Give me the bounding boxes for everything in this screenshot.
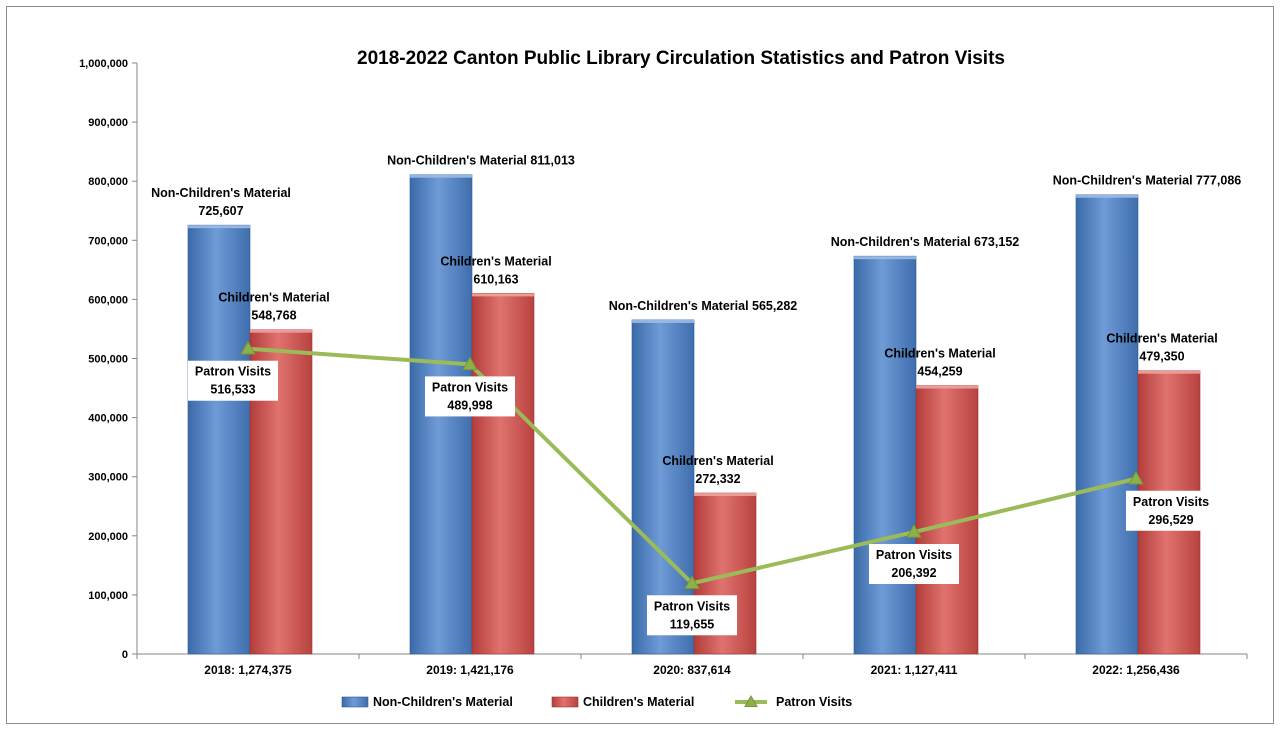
x-tick-label: 2021: 1,127,411 bbox=[871, 663, 958, 677]
childrens-data-label: 548,768 bbox=[251, 309, 296, 323]
childrens-bar-cap bbox=[472, 293, 534, 297]
non-childrens-bar-cap bbox=[188, 225, 250, 229]
patron-visits-marker bbox=[906, 524, 922, 538]
patron-visits-data-label: Patron Visits bbox=[1133, 495, 1209, 509]
childrens-data-label: 272,332 bbox=[695, 472, 740, 486]
non-childrens-bar-cap bbox=[632, 319, 694, 323]
chart-title: 2018-2022 Canton Public Library Circulat… bbox=[357, 48, 1005, 69]
childrens-bar-cap bbox=[1138, 370, 1200, 374]
y-tick-label: 100,000 bbox=[88, 590, 128, 602]
legend-swatch bbox=[551, 696, 579, 708]
childrens-bar bbox=[471, 293, 535, 655]
patron-visits-data-label: Patron Visits bbox=[654, 599, 730, 613]
childrens-data-label: Children's Material bbox=[884, 347, 995, 361]
data-labels: Non-Children's Material 725,607 Non-Childr… bbox=[151, 154, 1241, 636]
y-tick-label: 200,000 bbox=[88, 531, 128, 543]
y-tick-label: 500,000 bbox=[88, 354, 128, 366]
patron-visits-marker bbox=[462, 356, 478, 371]
patron-visits-data-label: 296,529 bbox=[1148, 513, 1193, 527]
childrens-data-label: Children's Material bbox=[662, 454, 773, 468]
patron-visits-data-label: 489,998 bbox=[447, 398, 492, 412]
x-tick-label: 2020: 837,614 bbox=[653, 663, 731, 677]
childrens-data-label: Children's Material bbox=[218, 291, 329, 305]
patron-visits-marker bbox=[1128, 470, 1144, 485]
patron-visits-data-label: 516,533 bbox=[210, 383, 255, 397]
non-childrens-bar bbox=[853, 255, 917, 655]
x-tick-label: 2019: 1,421,176 bbox=[426, 663, 514, 677]
childrens-data-label: 610,163 bbox=[473, 272, 518, 286]
y-tick-label: 300,000 bbox=[88, 472, 128, 484]
childrens-data-label: Children's Material bbox=[1106, 332, 1217, 346]
axes: 0 100,000 200,000 300,000 400,000 500,000 600,… bbox=[79, 58, 1248, 677]
childrens-bar-cap bbox=[250, 329, 312, 333]
patron-visits-label-box bbox=[425, 376, 515, 417]
y-tick-label: 400,000 bbox=[88, 413, 128, 425]
non-childrens-bar bbox=[187, 224, 251, 655]
childrens-bar-cap bbox=[694, 493, 756, 497]
non-childrens-data-label: 725,607 bbox=[198, 204, 243, 218]
patron-visits-label-box bbox=[647, 595, 737, 636]
non-childrens-data-label: Non-Children's Material 811,013 bbox=[387, 154, 575, 168]
patron-visits-label-box bbox=[869, 544, 959, 585]
non-childrens-bar bbox=[1075, 194, 1139, 655]
legend-swatch bbox=[341, 696, 369, 708]
non-childrens-data-label: Non-Children's Material 673,152 bbox=[831, 235, 1020, 249]
legend-marker bbox=[744, 694, 758, 707]
non-childrens-bar-cap bbox=[1076, 194, 1138, 198]
x-tick-label: 2022: 1,256,436 bbox=[1092, 663, 1180, 677]
legend: Non-Children's Material Children's Materi… bbox=[341, 694, 852, 709]
childrens-data-label: 479,350 bbox=[1139, 350, 1184, 364]
y-tick-label: 0 bbox=[122, 649, 128, 661]
chart-frame: 2018-2022 Canton Public Library Circulat… bbox=[6, 6, 1274, 724]
non-childrens-bar-cap bbox=[410, 174, 472, 178]
patron-visits-data-label: 206,392 bbox=[891, 566, 936, 580]
legend-label: Non-Children's Material bbox=[373, 695, 513, 709]
legend-label: Patron Visits bbox=[776, 695, 852, 709]
y-tick-label: 600,000 bbox=[88, 294, 128, 306]
childrens-data-label: Children's Material bbox=[440, 254, 551, 268]
patron-visits-data-label: 119,655 bbox=[670, 617, 715, 631]
patron-visits-marker bbox=[240, 340, 256, 355]
legend-label: Children's Material bbox=[583, 695, 694, 709]
y-tick-label: 1,000,000 bbox=[79, 58, 128, 70]
patron-visits-data-label: Patron Visits bbox=[195, 365, 271, 379]
patron-visits-label-box bbox=[188, 360, 278, 401]
patron-visits-data-label: Patron Visits bbox=[432, 380, 508, 394]
patron-visits-label-box bbox=[1126, 490, 1216, 531]
non-childrens-data-label: Non-Children's Material bbox=[151, 186, 291, 200]
x-tick-label: 2018: 1,274,375 bbox=[204, 663, 292, 677]
y-tick-label: 800,000 bbox=[88, 176, 128, 188]
non-childrens-bar-cap bbox=[854, 256, 916, 260]
y-tick-label: 700,000 bbox=[88, 235, 128, 247]
patron-visits-data-label: Patron Visits bbox=[876, 548, 952, 562]
patron-visits-marker bbox=[684, 575, 700, 590]
non-childrens-data-label: Non-Children's Material 777,086 bbox=[1053, 174, 1242, 188]
chart: 2018-2022 Canton Public Library Circulat… bbox=[79, 48, 1248, 709]
y-tick-label: 900,000 bbox=[88, 117, 128, 129]
non-childrens-data-label: Non-Children's Material 565,282 bbox=[609, 299, 798, 313]
childrens-data-label: 454,259 bbox=[917, 365, 962, 379]
patron-visits-line bbox=[240, 340, 1144, 590]
childrens-bar-cap bbox=[916, 385, 978, 389]
